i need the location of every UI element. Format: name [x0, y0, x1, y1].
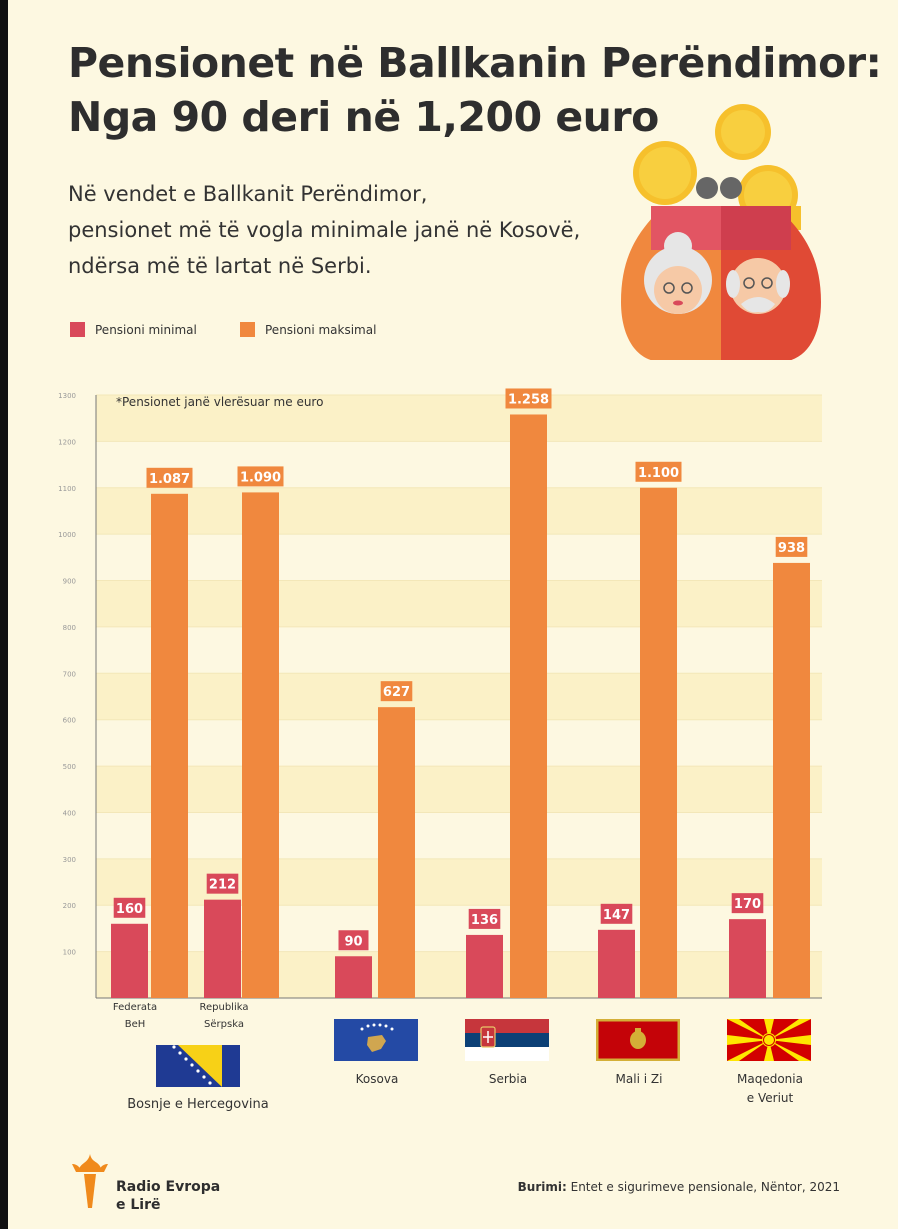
- y-tick-label: 1200: [58, 438, 76, 446]
- category-label: Mali i Zi: [616, 1072, 663, 1086]
- bar-min-4: [598, 929, 635, 998]
- brand-name: Radio Evropa e Lirë: [116, 1178, 220, 1214]
- grid-band: [96, 487, 822, 535]
- category-label: Maqedonia: [737, 1072, 803, 1086]
- bosnia-flag-icon: [156, 1045, 240, 1087]
- grid-band: [96, 766, 822, 813]
- montenegro-flag-icon: [596, 1019, 680, 1061]
- subtitle-line-2: pensionet më të vogla minimale janë në K…: [68, 218, 581, 242]
- bar-min-2: [335, 956, 372, 998]
- bar-max-4: [640, 487, 677, 998]
- source-text: Entet e sigurimeve pensionale, Nëntor, 2…: [570, 1180, 840, 1194]
- data-label-max: 1.258: [508, 392, 549, 407]
- y-tick-label: 1300: [58, 392, 76, 400]
- page-title: Pensionet në Ballkanin Perëndimor: Nga 9…: [68, 36, 882, 144]
- category-label: Kosova: [356, 1072, 399, 1086]
- data-label-max-bg: [237, 466, 284, 487]
- title-line-2: Nga 90 deri në 1,200 euro: [68, 93, 659, 141]
- category-label: Sërpska: [204, 1019, 244, 1030]
- infographic: Pensionet në Ballkanin Perëndimor: Nga 9…: [8, 0, 898, 1229]
- subtitle: Në vendet e Ballkanit Perëndimor, pensio…: [68, 176, 580, 284]
- category-label: Serbia: [489, 1072, 527, 1086]
- data-label-min: 147: [603, 908, 630, 923]
- source-note: Burimi: Entet e sigurimeve pensionale, N…: [518, 1180, 840, 1194]
- y-tick-label: 500: [63, 763, 76, 771]
- grid-band: [96, 580, 822, 627]
- legend-label-min: Pensioni minimal: [95, 322, 197, 337]
- category-label: BeH: [125, 1019, 146, 1030]
- left-edge-bar: [0, 0, 8, 1229]
- y-tick-label: 900: [63, 578, 76, 586]
- subtitle-line-1: Në vendet e Ballkanit Perëndimor,: [68, 182, 428, 206]
- data-label-min-bg: [600, 903, 633, 924]
- wallet-clasp-icon: [696, 177, 718, 199]
- bar-max-2: [378, 707, 415, 998]
- torch-logo-icon: [72, 1154, 108, 1208]
- chart-note: *Pensionet janë vlerësuar me euro: [116, 395, 323, 409]
- y-tick-label: 600: [63, 717, 76, 725]
- subtitle-line-3: ndërsa më të lartat në Serbi.: [68, 254, 372, 278]
- data-label-max: 938: [778, 541, 805, 556]
- legend-swatch-max: [240, 322, 255, 337]
- data-label-max-bg: [380, 681, 413, 702]
- data-label-min-bg: [731, 893, 764, 914]
- data-label-min: 212: [209, 878, 236, 893]
- grid-band: [96, 673, 822, 720]
- data-label-min-bg: [338, 930, 369, 951]
- legend-item-max: Pensioni maksimal: [240, 322, 376, 337]
- y-tick-label: 100: [63, 949, 76, 957]
- bar-min-5: [729, 919, 766, 998]
- legend-item-min: Pensioni minimal: [70, 322, 197, 337]
- data-label-min-bg: [113, 897, 146, 918]
- y-tick-label: 1100: [58, 485, 76, 493]
- north-macedonia-flag-icon: [727, 1019, 811, 1061]
- data-label-min: 90: [344, 934, 362, 949]
- data-label-max: 627: [383, 685, 410, 700]
- y-tick-label: 1000: [58, 531, 76, 539]
- serbia-flag-icon: [465, 1019, 549, 1061]
- data-label-max-bg: [775, 536, 808, 557]
- bar-min-1: [204, 899, 241, 998]
- pension-bar-chart: 100 200 300 400 500 600 700 800 900 1000 1100 1200 1…: [58, 388, 822, 1112]
- category-label: e Veriut: [747, 1091, 794, 1105]
- y-tick-label: 700: [63, 670, 76, 678]
- data-label-min: 160: [116, 902, 143, 917]
- category-label: Republika: [200, 1002, 249, 1013]
- legend-swatch-min: [70, 322, 85, 337]
- data-label-max-bg: [505, 388, 552, 409]
- bar-max-0: [151, 493, 188, 998]
- data-label-max: 1.100: [638, 466, 679, 481]
- title-line-1: Pensionet në Ballkanin Perëndimor:: [68, 39, 882, 87]
- y-tick-label: 400: [63, 809, 76, 817]
- data-label-min-bg: [206, 873, 239, 894]
- bar-max-3: [510, 414, 547, 998]
- y-tick-label: 300: [63, 856, 76, 864]
- bar-max-1: [242, 492, 279, 998]
- data-label-max: 1.090: [240, 470, 281, 485]
- y-tick-label: 200: [63, 902, 76, 910]
- data-label-min: 136: [471, 913, 498, 928]
- group-label: Bosnje e Hercegovina: [127, 1097, 268, 1112]
- source-label: Burimi:: [517, 1180, 567, 1194]
- y-tick-label: 800: [63, 624, 76, 632]
- category-label: Federata: [113, 1002, 157, 1013]
- bar-min-3: [466, 934, 503, 998]
- pension-wallet-icon: [621, 104, 821, 360]
- legend-label-max: Pensioni maksimal: [265, 322, 377, 337]
- grid-band: [96, 395, 822, 442]
- grid-band: [96, 858, 822, 906]
- data-label-min-bg: [468, 908, 501, 929]
- bar-min-0: [111, 923, 148, 998]
- data-label-max-bg: [635, 461, 682, 482]
- brand-line-2: e Lirë: [116, 1197, 161, 1213]
- kosovo-flag-icon: [334, 1019, 418, 1061]
- data-label-min: 170: [734, 897, 761, 912]
- data-label-max: 1.087: [149, 472, 190, 487]
- data-label-max-bg: [146, 467, 193, 488]
- bar-max-5: [773, 562, 810, 998]
- brand-line-1: Radio Evropa: [116, 1179, 221, 1195]
